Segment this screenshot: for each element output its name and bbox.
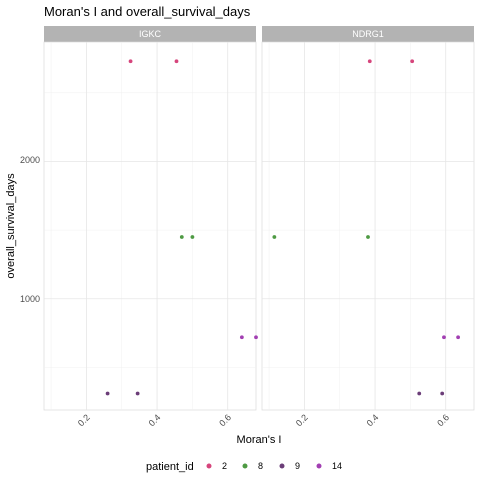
- x-tick-label: 0.4: [365, 412, 381, 428]
- facet-strip-ndrg1: [262, 26, 474, 42]
- data-point: [440, 391, 445, 396]
- data-point: [179, 235, 184, 239]
- legend-label: 2: [222, 461, 227, 471]
- y-axis: 1000 2000: [20, 155, 40, 304]
- x-tick-label: 0.2: [76, 412, 92, 428]
- plot-panel-igkc: [43, 41, 257, 411]
- legend: patient_id 2 8 9 14: [146, 461, 342, 473]
- facet-strip-igkc: [44, 26, 256, 42]
- chart-title: Moran's I and overall_survival_days: [44, 4, 251, 19]
- data-point: [272, 235, 277, 239]
- legend-label: 9: [295, 461, 300, 471]
- x-axis-title: Moran's I: [237, 434, 282, 446]
- y-tick-label: 2000: [20, 155, 40, 165]
- data-point: [417, 391, 422, 396]
- facet-strip-label-ndrg1: NDRG1: [352, 29, 384, 39]
- legend-key: [279, 463, 285, 469]
- facet-strip-label-igkc: IGKC: [139, 29, 162, 39]
- data-point: [442, 335, 446, 340]
- data-point: [254, 335, 258, 340]
- data-point: [410, 59, 415, 64]
- legend-key: [206, 463, 212, 469]
- facet-panel-ndrg1: NDRG1: [261, 26, 475, 411]
- plot-panel-ndrg1: [261, 41, 475, 411]
- grid-igkc: [44, 42, 256, 410]
- legend-key: [316, 463, 322, 469]
- data-point: [456, 335, 460, 340]
- data-point: [239, 335, 244, 340]
- y-axis-title: overall_survival_days: [5, 173, 17, 279]
- x-tick-label: 0.4: [147, 412, 163, 428]
- data-point: [174, 59, 179, 64]
- data-point: [105, 391, 110, 396]
- points-ndrg1: [272, 59, 460, 396]
- facet-panel-igkc: IGKC: [43, 26, 258, 411]
- legend-label: 8: [258, 461, 263, 471]
- data-point: [190, 235, 195, 239]
- legend-key: [242, 463, 248, 469]
- data-point: [367, 59, 372, 64]
- grid-ndrg1: [262, 42, 474, 410]
- legend-label: 14: [332, 461, 342, 471]
- data-point: [135, 391, 140, 396]
- x-tick-label: 0.6: [217, 412, 233, 428]
- points-igkc: [105, 59, 258, 396]
- y-tick-label: 1000: [20, 294, 40, 304]
- x-axis: 0.2 0.4 0.6 0.2 0.4 0.6: [76, 412, 451, 428]
- x-tick-label: 0.2: [294, 412, 310, 428]
- legend-title: patient_id: [146, 461, 194, 473]
- data-point: [366, 235, 370, 239]
- x-tick-label: 0.6: [435, 412, 451, 428]
- data-point: [128, 59, 133, 64]
